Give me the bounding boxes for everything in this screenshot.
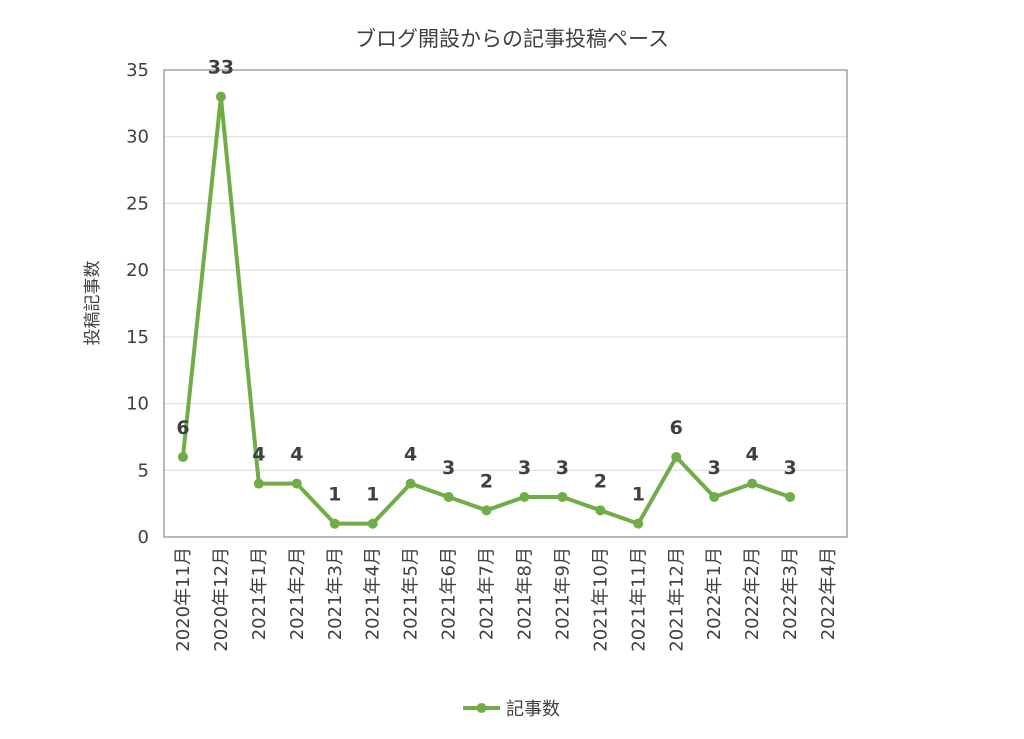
data-label: 4 [290,444,303,466]
y-tick-label: 15 [126,327,149,348]
x-tick-labels: 2020年11月 2020年12月 2021年1月 2021年2月 2021年3月 202… [173,547,839,652]
data-point[interactable] [481,505,492,516]
x-tick-label: 2021年6月 [439,547,460,640]
x-tick-label: 2021年4月 [363,547,384,640]
data-label: 6 [176,417,189,439]
y-tick-label: 5 [138,460,149,481]
data-point[interactable] [633,518,644,529]
data-label: 1 [328,484,341,506]
chart-title: ブログ開設からの記事投稿ペース [355,27,669,51]
data-point[interactable] [747,478,758,489]
data-label: 3 [442,457,455,479]
x-tick-label: 2021年3月 [325,547,346,640]
y-tick-label: 0 [138,527,149,548]
x-tick-label: 2021年5月 [401,547,422,640]
data-point[interactable] [253,478,264,489]
y-tick-label: 25 [126,193,149,214]
data-label: 3 [783,457,796,479]
x-tick-label: 2021年8月 [514,547,535,640]
plot-area-border [163,69,848,538]
data-point[interactable] [329,518,340,529]
data-label: 1 [366,484,379,506]
data-point[interactable] [785,491,796,502]
x-tick-label: 2021年9月 [552,547,573,640]
x-tick-label: 2021年7月 [477,547,498,640]
data-point[interactable] [177,451,188,462]
y-tick-label: 35 [126,60,149,81]
y-axis-label: 投稿記事数 [83,261,103,346]
gridlines [164,136,847,471]
data-point[interactable] [557,491,568,502]
data-label: 3 [708,457,721,479]
x-tick-label: 2022年3月 [780,547,801,640]
data-label: 3 [556,457,569,479]
x-tick-label: 2022年2月 [742,547,763,640]
x-tick-label: 2021年10月 [590,547,611,652]
legend[interactable]: 記事数 [463,699,560,720]
x-tick-label: 2020年12月 [211,547,232,652]
data-label: 2 [594,470,607,492]
y-tick-label: 10 [126,394,149,415]
legend-swatch-marker [476,703,487,713]
y-tick-labels: 0 5 10 15 20 25 30 35 [126,60,149,548]
y-tick-label: 30 [126,127,149,148]
data-point[interactable] [405,478,416,489]
data-point[interactable] [443,491,454,502]
data-point[interactable] [367,518,378,529]
x-tick-label: 2022年1月 [704,547,725,640]
x-tick-label: 2021年1月 [249,547,270,640]
data-point[interactable] [215,91,226,102]
data-point[interactable] [709,491,720,502]
series-line [180,94,791,526]
series-group [177,91,796,529]
data-point[interactable] [595,505,606,516]
data-label: 6 [670,417,683,439]
data-point[interactable] [519,491,530,502]
data-label: 2 [480,470,493,492]
x-tick-label: 2022年4月 [818,547,839,640]
x-tick-label: 2020年11月 [173,547,194,652]
data-point[interactable] [291,478,302,489]
data-point[interactable] [671,451,682,462]
x-tick-label: 2021年2月 [287,547,308,640]
data-label: 4 [746,444,759,466]
x-tick-label: 2021年11月 [628,547,649,652]
x-tick-label: 2021年12月 [666,547,687,652]
legend-label: 記事数 [506,699,560,720]
data-label: 33 [208,57,234,79]
data-label: 4 [404,444,417,466]
y-tick-label: 20 [126,260,149,281]
data-label: 1 [632,484,645,506]
data-label: 3 [518,457,531,479]
data-label: 4 [252,444,265,466]
